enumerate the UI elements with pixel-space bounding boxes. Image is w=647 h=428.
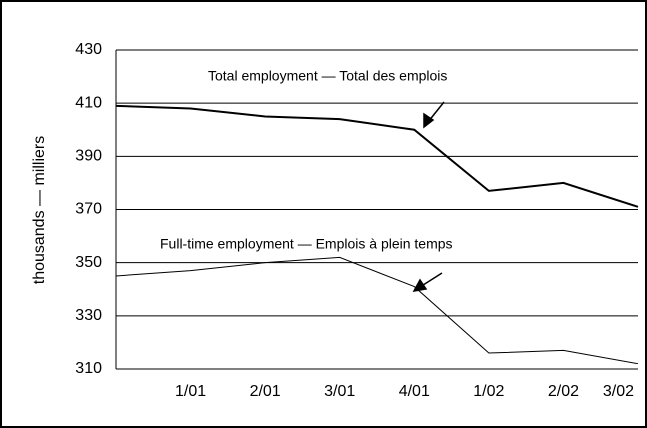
y-tick-label: 410 (75, 94, 102, 111)
x-tick-label: 3/02 (603, 383, 634, 400)
arrow (412, 101, 445, 292)
x-tick-label: 3/01 (324, 383, 355, 400)
x-tick-label: 4/01 (399, 383, 430, 400)
y-tick-label: 390 (75, 148, 102, 165)
x-tick-label: 2/02 (548, 383, 579, 400)
y-tick-label: 370 (75, 201, 102, 218)
series-line (115, 256, 639, 365)
series-line (115, 104, 639, 208)
y-axis-label: thousands — milliers (31, 136, 48, 285)
y-tick-label: 310 (75, 360, 102, 377)
annotation: Total employment — Total des emplois (208, 68, 447, 84)
y-tick-label: 430 (75, 41, 102, 58)
y-tick-label: 350 (75, 254, 102, 271)
annotation: Full-time employment — Emplois à plein t… (160, 236, 453, 252)
x-tick-label: 2/01 (250, 383, 281, 400)
x-tick-label: 1/01 (175, 383, 206, 400)
x-tick-label: 1/02 (473, 383, 504, 400)
y-tick-label: 330 (75, 307, 102, 324)
